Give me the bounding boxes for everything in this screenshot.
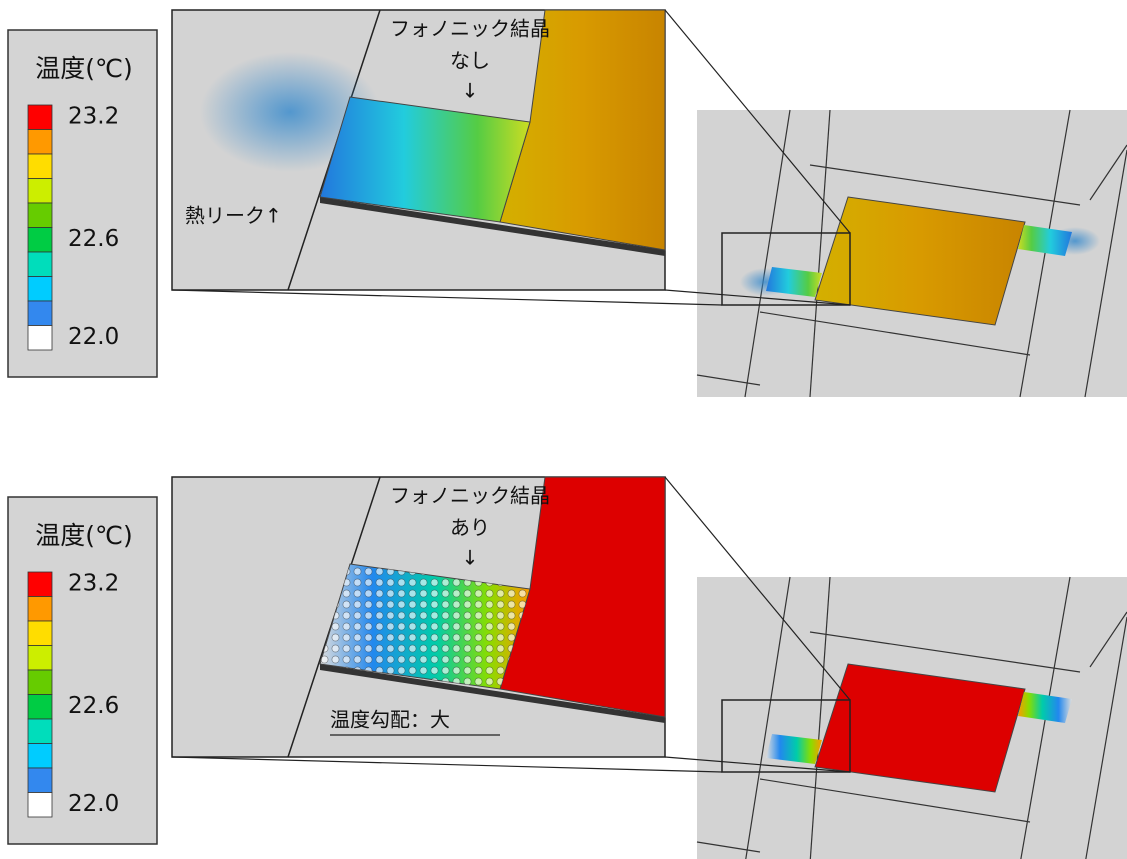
legend-swatch: [28, 646, 52, 671]
zoom-line: [172, 757, 722, 772]
legend-swatch: [28, 695, 52, 720]
legend-swatch: [28, 252, 52, 277]
legend-swatch: [28, 768, 52, 793]
legend-label: 22.0: [68, 791, 119, 817]
annotation: フォノニック結晶: [390, 484, 550, 508]
page: 温度(℃) 23.2 22.6 22.0 フォノニック結晶なし ↓ 熱リーク↑ 温度(℃) 23…: [0, 0, 1127, 859]
legend-swatch: [28, 301, 52, 326]
legend-swatch: [28, 130, 52, 155]
annotation: あり: [450, 516, 490, 540]
legend-swatch: [28, 670, 52, 695]
zoom-line: [172, 290, 722, 305]
legend-label: 22.6: [68, 693, 119, 719]
arrow: ↓: [462, 546, 479, 570]
legend-swatch: [28, 597, 52, 622]
arrow: ↓: [462, 79, 479, 103]
legend-swatch: [28, 105, 52, 130]
legend-label: 22.0: [68, 324, 119, 350]
legend-swatch: [28, 179, 52, 204]
legend-swatch: [28, 793, 52, 818]
figure: 温度(℃) 23.2 22.6 22.0 フォノニック結晶なし ↓ 熱リーク↑ 温度(℃) 23…: [0, 0, 1127, 859]
legend-swatch: [28, 744, 52, 769]
legend-swatch: [28, 277, 52, 302]
legend-swatch: [28, 154, 52, 179]
legend-title: 温度(℃): [35, 521, 133, 550]
legend-swatch: [28, 326, 52, 351]
legend-swatch: [28, 572, 52, 597]
legend-label: 22.6: [68, 226, 119, 252]
legend-swatch: [28, 621, 52, 646]
legend-label: 23.2: [68, 104, 119, 130]
legend-title: 温度(℃): [35, 54, 133, 83]
legend-label: 23.2: [68, 571, 119, 597]
legend-swatch: [28, 203, 52, 228]
legend-swatch: [28, 719, 52, 744]
annotation: 熱リーク↑: [185, 204, 282, 228]
annotation: フォノニック結晶: [390, 17, 550, 41]
annotation: なし: [450, 49, 490, 73]
annotation: 温度勾配：大: [330, 708, 450, 732]
legend-swatch: [28, 228, 52, 253]
